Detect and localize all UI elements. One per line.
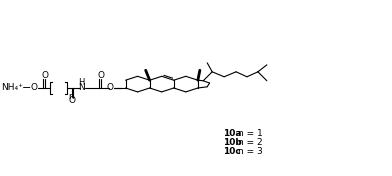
Text: H: H (78, 78, 85, 87)
Text: O: O (106, 83, 113, 93)
Text: 10c: 10c (223, 147, 241, 156)
Text: n = 3: n = 3 (238, 147, 263, 156)
Text: −: − (22, 83, 31, 93)
Text: n: n (68, 92, 73, 101)
Text: n = 2: n = 2 (238, 138, 263, 147)
Text: O: O (68, 96, 75, 105)
Text: 10b: 10b (223, 138, 242, 147)
Text: N: N (78, 83, 85, 93)
Text: O: O (42, 71, 49, 80)
Text: 10a: 10a (223, 129, 241, 138)
Text: O: O (97, 71, 104, 80)
Text: NH₄⁺: NH₄⁺ (1, 83, 23, 93)
Text: O: O (31, 83, 38, 93)
Text: n = 1: n = 1 (238, 129, 263, 138)
